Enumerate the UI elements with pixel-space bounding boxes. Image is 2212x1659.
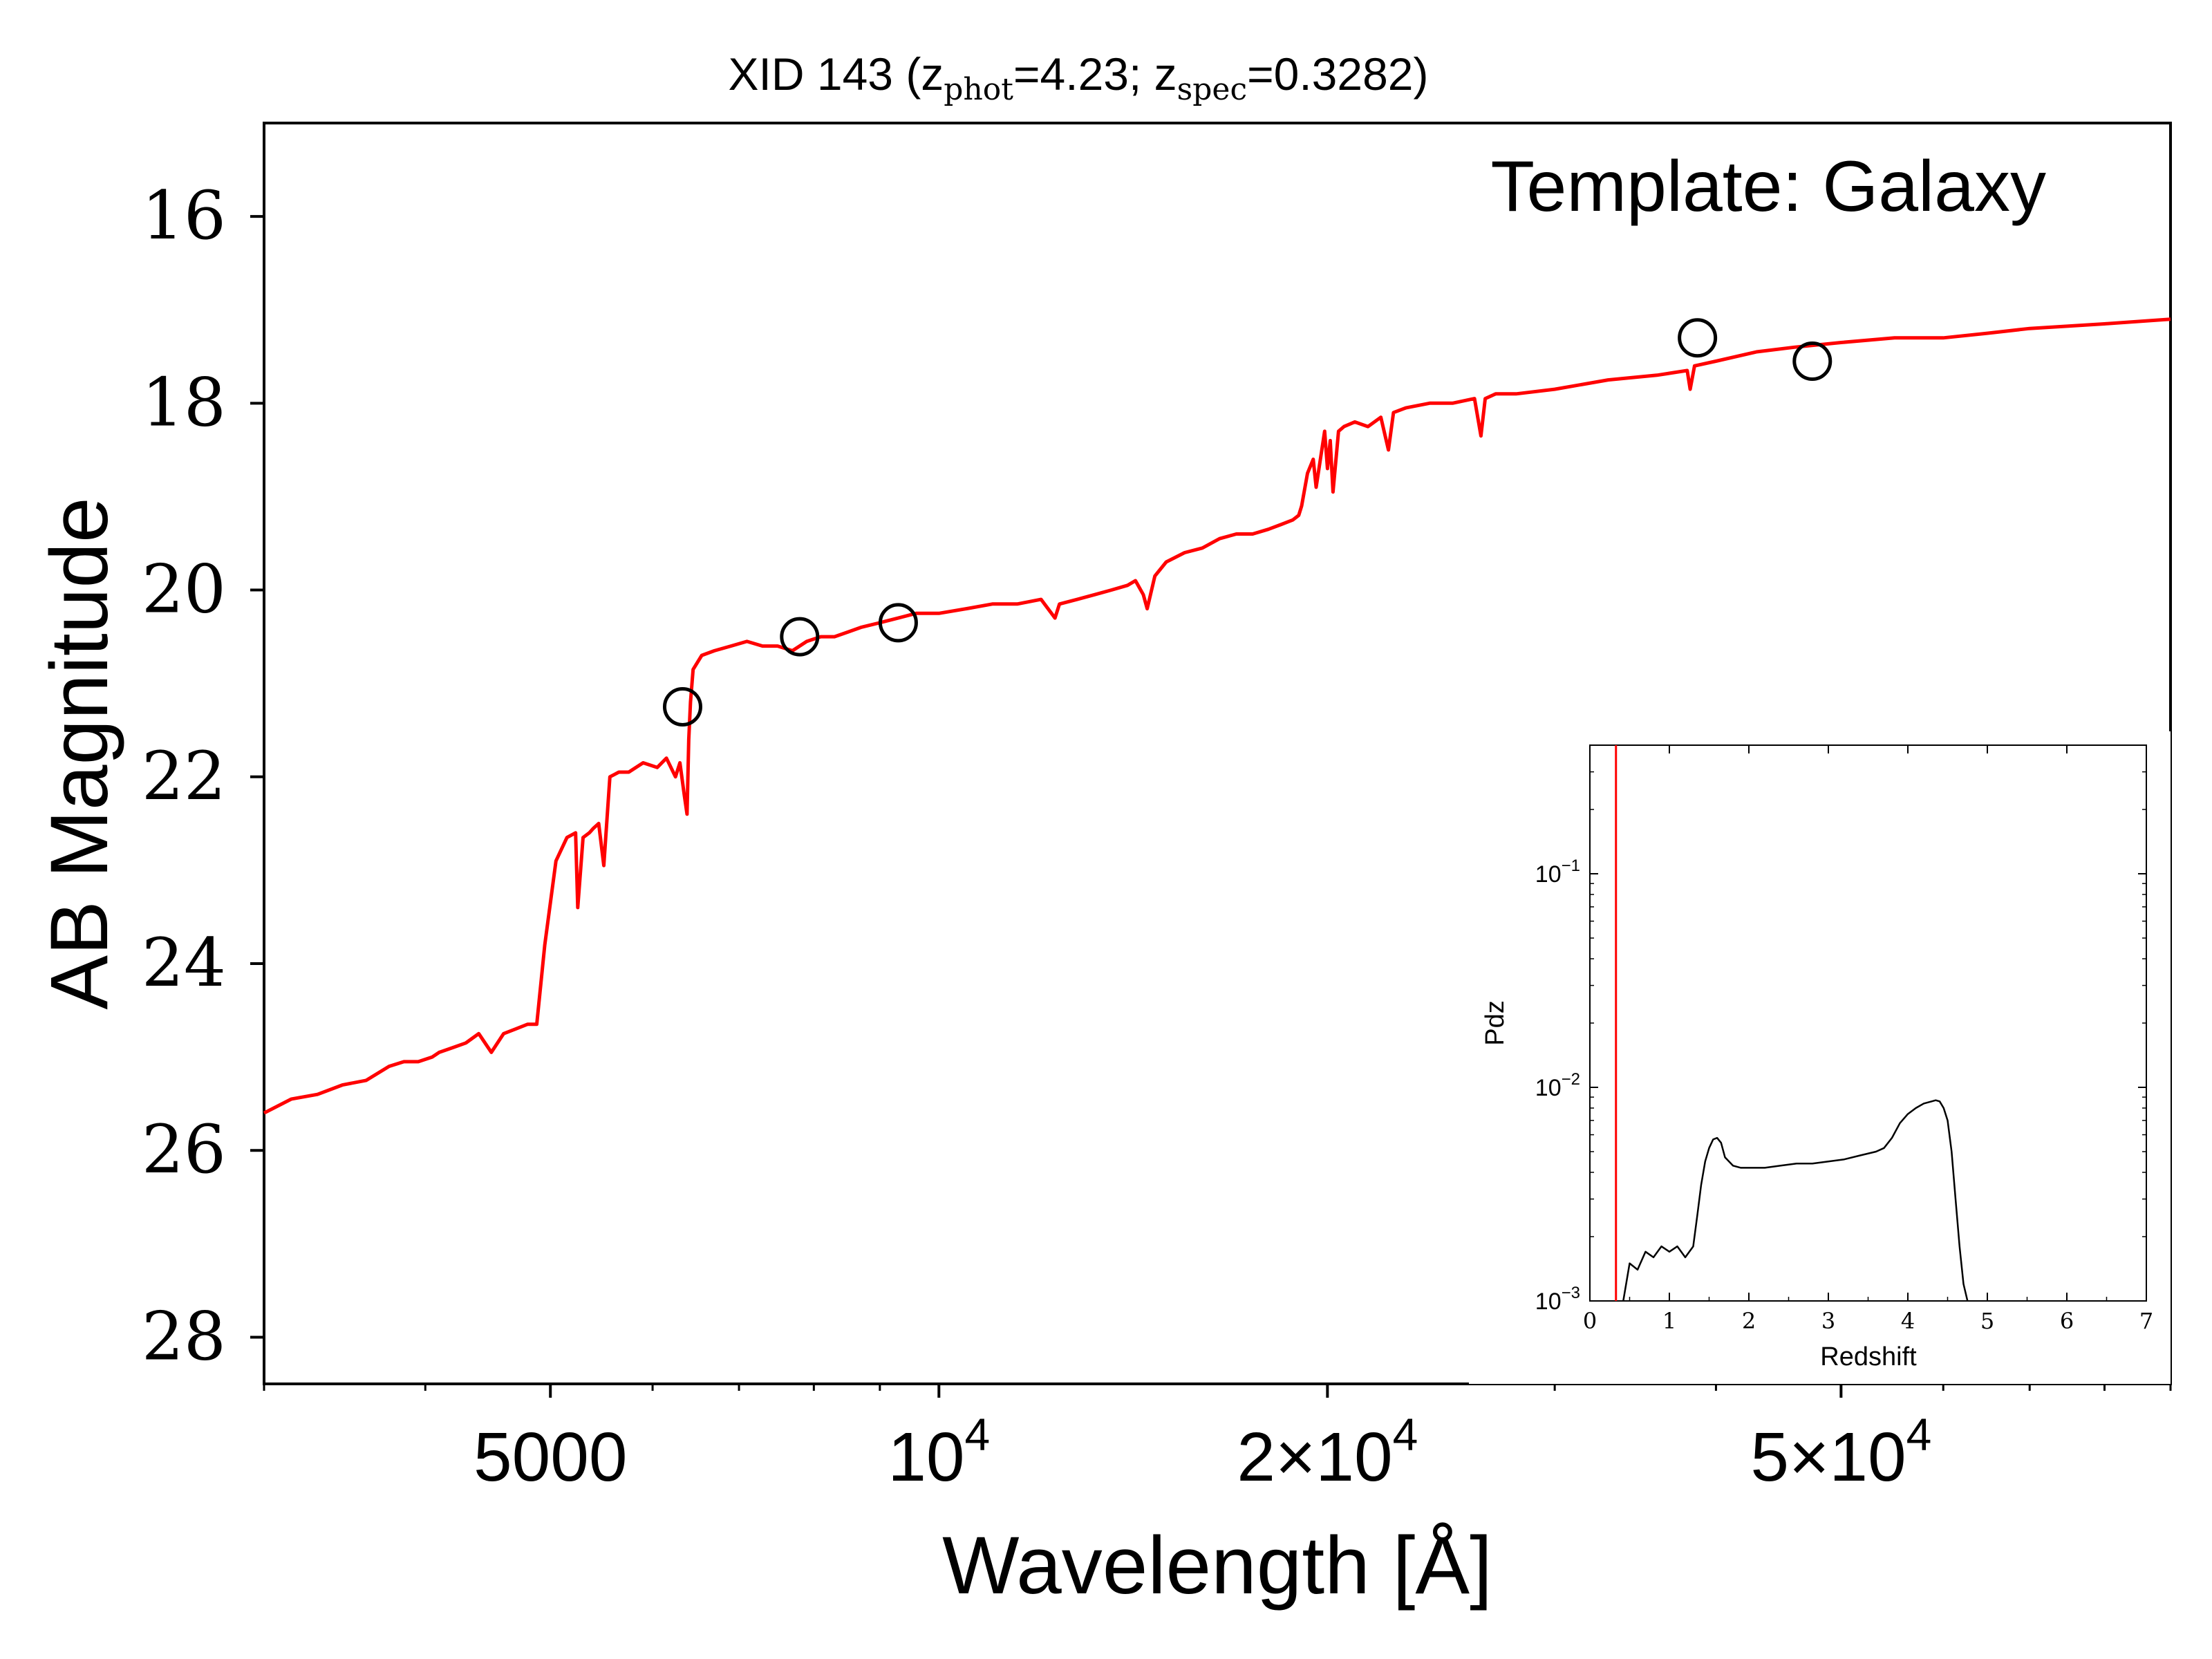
chart-title: XID 143 (zphot=4.23; zspec=0.3282) — [729, 48, 1429, 107]
template-annotation: Template: Galaxy — [1491, 147, 2046, 227]
inset-background — [1469, 731, 2171, 1384]
y-tick-label: 26 — [142, 1111, 226, 1188]
inset-x-tick-label: 1 — [1662, 1308, 1676, 1334]
title-sub-spec: spec — [1177, 72, 1247, 107]
y-tick-label: 16 — [142, 177, 226, 254]
inset-x-tick-label: 0 — [1583, 1308, 1597, 1334]
title-suffix: =0.3282) — [1247, 48, 1428, 100]
y-tick-label: 24 — [142, 924, 226, 1002]
photometry-point — [878, 603, 918, 643]
main-x-ticks: 5000 104 2×104 5×104 — [263, 1384, 2172, 1496]
inset-y-tick-label: 10−2 — [1535, 1070, 1580, 1101]
x-tick-label: 2×104 — [1237, 1409, 1418, 1496]
title-prefix: XID 143 (z — [729, 48, 944, 100]
title-mid: =4.23; z — [1013, 48, 1177, 100]
inset-x-tick-label: 6 — [2060, 1308, 2074, 1334]
main-y-ticks: 16 18 20 22 24 26 28 — [142, 177, 264, 1375]
inset-y-ticks: 10−3 10−2 10−1 — [1535, 744, 2146, 1315]
inset-y-tick-label: 10−1 — [1535, 856, 1580, 888]
inset-x-tick-label: 3 — [1821, 1308, 1835, 1334]
photometry-point — [1678, 318, 1718, 358]
y-tick-label: 28 — [142, 1297, 226, 1375]
photometry-point — [780, 617, 820, 657]
x-tick-label: 5×104 — [1750, 1409, 1931, 1496]
inset-x-ticks: 0 1 2 3 4 5 6 7 — [1583, 745, 2153, 1334]
pdz-curve — [1622, 1099, 1969, 1302]
inset-x-tick-label: 7 — [2139, 1308, 2153, 1334]
y-tick-label: 22 — [142, 738, 226, 815]
x-tick-label: 104 — [888, 1409, 990, 1496]
y-tick-label: 18 — [142, 364, 226, 441]
inset-x-axis-label: Redshift — [1820, 1342, 1917, 1371]
inset-y-axis-label: Pdz — [1481, 1000, 1510, 1045]
y-tick-label: 20 — [142, 551, 226, 628]
x-tick-label: 5000 — [474, 1418, 627, 1496]
inset-series — [1615, 745, 1969, 1302]
x-axis-label: Wavelength [Å] — [942, 1520, 1492, 1611]
y-axis-label: AB Magnitude — [34, 497, 125, 1009]
title-sub-phot: phot — [944, 72, 1013, 107]
main-series — [263, 317, 2171, 1115]
photometry-point — [1792, 341, 1833, 382]
inset-x-tick-label: 2 — [1742, 1308, 1756, 1334]
inset-x-tick-label: 4 — [1901, 1308, 1915, 1334]
inset-y-tick-label: 10−3 — [1535, 1284, 1580, 1315]
inset-x-tick-label: 5 — [1980, 1308, 1994, 1334]
sed-template-line — [263, 317, 2171, 1115]
photometry-point — [662, 686, 702, 727]
